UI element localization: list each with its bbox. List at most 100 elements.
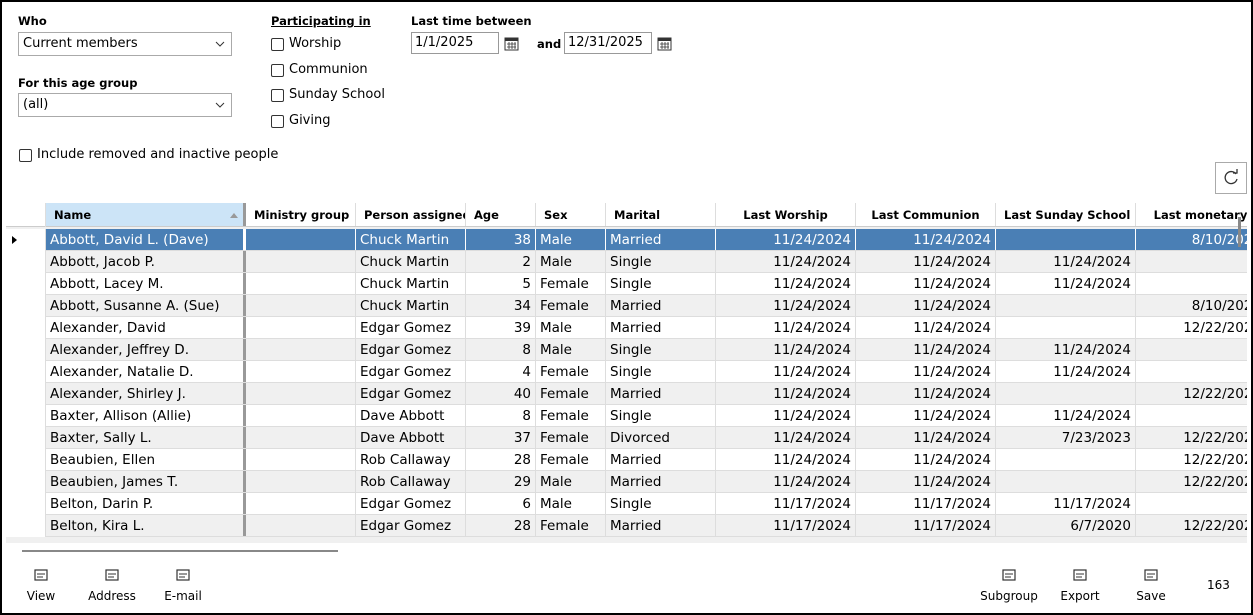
date-from[interactable]: 1/1/2025 bbox=[411, 32, 499, 54]
table-row[interactable]: Alexander, Jeffrey D. Edgar Gomez 8 Male Sin… bbox=[6, 339, 1247, 361]
table-cell: Female bbox=[536, 273, 606, 294]
toolbar-button[interactable]: Save bbox=[1121, 567, 1181, 603]
table-cell: Married bbox=[606, 471, 716, 492]
table-cell: 34 bbox=[466, 295, 536, 316]
table-cell: Female bbox=[536, 427, 606, 448]
calendar-button[interactable] bbox=[504, 36, 519, 51]
toolbar-button[interactable]: Subgroup bbox=[979, 567, 1039, 603]
table-cell: Divorced bbox=[606, 427, 716, 448]
table-cell bbox=[1136, 405, 1247, 426]
table-cell: 29 bbox=[466, 471, 536, 492]
column-header[interactable]: Ministry group bbox=[246, 203, 356, 226]
table-cell: 11/24/2024 bbox=[856, 405, 996, 426]
table-cell bbox=[996, 317, 1136, 338]
table-cell: 11/24/2024 bbox=[716, 427, 856, 448]
table-row[interactable]: Abbott, Susanne A. (Sue) Chuck Martin 34 Fe… bbox=[6, 295, 1247, 317]
toolbar-label: Address bbox=[88, 589, 136, 603]
table-cell bbox=[246, 229, 356, 250]
table-cell: Alexander, Natalie D. bbox=[46, 361, 246, 382]
option-label: Giving bbox=[289, 113, 331, 129]
table-cell: Male bbox=[536, 229, 606, 250]
toolbar-button[interactable]: Address bbox=[82, 567, 142, 603]
row-header bbox=[6, 493, 46, 515]
calendar-button[interactable] bbox=[657, 36, 672, 51]
table-cell: Married bbox=[606, 295, 716, 316]
age-select[interactable]: (all) bbox=[18, 93, 232, 117]
include-checkbox[interactable] bbox=[19, 149, 32, 162]
table-cell: Single bbox=[606, 405, 716, 426]
table-cell bbox=[996, 471, 1136, 492]
column-header[interactable]: Name bbox=[46, 203, 246, 226]
table-cell: Female bbox=[536, 383, 606, 404]
toolbar-button[interactable]: View bbox=[11, 567, 71, 603]
column-header[interactable]: Marital bbox=[606, 203, 716, 226]
who-value: Current members bbox=[23, 36, 138, 51]
table-cell bbox=[246, 361, 356, 382]
row-header bbox=[6, 339, 46, 361]
column-header[interactable]: Age bbox=[466, 203, 536, 226]
table-row[interactable]: Abbott, Lacey M. Chuck Martin 5 Female Singl… bbox=[6, 273, 1247, 295]
who-label: Who bbox=[18, 14, 47, 28]
option-checkbox[interactable] bbox=[271, 38, 284, 51]
option-checkbox[interactable] bbox=[271, 115, 284, 129]
who-select[interactable]: Current members bbox=[18, 32, 232, 56]
refresh-button[interactable] bbox=[1215, 162, 1247, 194]
table-cell: 28 bbox=[466, 449, 536, 470]
toolbar-button[interactable]: Export bbox=[1050, 567, 1110, 603]
table-cell: Chuck Martin bbox=[356, 251, 466, 272]
toolbar-label: Export bbox=[1060, 589, 1100, 603]
table-cell bbox=[1136, 251, 1247, 272]
age-value: (all) bbox=[23, 97, 49, 112]
table-cell: Edgar Gomez bbox=[356, 383, 466, 404]
toolbar-button[interactable]: E-mail bbox=[153, 567, 213, 603]
dropdown-arrow bbox=[215, 102, 225, 108]
table-cell: 11/17/2024 bbox=[716, 515, 856, 536]
row-header bbox=[6, 229, 46, 251]
table-cell: Female bbox=[536, 361, 606, 382]
table-cell bbox=[1136, 361, 1247, 382]
table-cell: 11/24/2024 bbox=[716, 405, 856, 426]
column-header[interactable]: Sex bbox=[536, 203, 606, 226]
table-cell: Married bbox=[606, 229, 716, 250]
column-header[interactable]: Last monetary bbox=[1136, 203, 1247, 226]
table-cell: 11/24/2024 bbox=[716, 251, 856, 272]
table-cell: 11/24/2024 bbox=[996, 339, 1136, 360]
column-header[interactable]: Last Sunday School bbox=[996, 203, 1136, 226]
table-cell: Male bbox=[536, 339, 606, 360]
tool-icon bbox=[34, 569, 48, 581]
table-row[interactable]: Baxter, Allison (Allie) Dave Abbott 8 Femal… bbox=[6, 405, 1247, 427]
row-header-corner bbox=[6, 203, 46, 227]
table-cell: 11/17/2024 bbox=[856, 493, 996, 514]
table-cell: Dave Abbott bbox=[356, 427, 466, 448]
table-row[interactable]: Alexander, David Edgar Gomez 39 Male Married… bbox=[6, 317, 1247, 339]
column-header[interactable]: Person assigned bbox=[356, 203, 466, 226]
row-header bbox=[6, 317, 46, 339]
table-row[interactable]: Belton, Darin P. Edgar Gomez 6 Male Single 11… bbox=[6, 493, 1247, 515]
v-scrollbar[interactable] bbox=[1238, 217, 1241, 247]
table-cell: Single bbox=[606, 493, 716, 514]
table-row[interactable]: Belton, Kira L. Edgar Gomez 28 Female Marrie… bbox=[6, 515, 1247, 537]
option-checkbox[interactable] bbox=[271, 89, 284, 103]
participating-label: Participating in bbox=[271, 14, 371, 28]
table-row[interactable]: Alexander, Natalie D. Edgar Gomez 4 Female S… bbox=[6, 361, 1247, 383]
table-row[interactable]: Alexander, Shirley J. Edgar Gomez 40 Female… bbox=[6, 383, 1247, 405]
row-header bbox=[6, 471, 46, 493]
table-cell: Edgar Gomez bbox=[356, 493, 466, 514]
h-scrollbar[interactable] bbox=[22, 550, 338, 552]
header-row: Name Ministry group Person assigned Age Sex M… bbox=[6, 203, 1247, 227]
selected-row[interactable]: Abbott, David L. (Dave) Chuck Martin 38 Mal… bbox=[6, 229, 1247, 251]
table-row[interactable]: Beaubien, James T. Rob Callaway 29 Male Marr… bbox=[6, 471, 1247, 493]
toolbar-label: View bbox=[26, 589, 56, 603]
column-header[interactable]: Last Worship bbox=[716, 203, 856, 226]
column-header[interactable]: Last Communion bbox=[856, 203, 996, 226]
table-cell: Male bbox=[536, 493, 606, 514]
table-cell: 11/24/2024 bbox=[856, 229, 996, 250]
table-row[interactable]: Abbott, Jacob P. Chuck Martin 2 Male Single 1… bbox=[6, 251, 1247, 273]
table-cell: 11/24/2024 bbox=[856, 471, 996, 492]
option-checkbox[interactable] bbox=[271, 63, 284, 77]
table-cell: Beaubien, James T. bbox=[46, 471, 246, 492]
table-row[interactable]: Baxter, Sally L. Dave Abbott 37 Female Divor… bbox=[6, 427, 1247, 449]
table-cell: 11/24/2024 bbox=[856, 339, 996, 360]
table-row[interactable]: Beaubien, Ellen Rob Callaway 28 Female Marri… bbox=[6, 449, 1247, 471]
date-to[interactable]: 12/31/2025 bbox=[564, 32, 652, 54]
